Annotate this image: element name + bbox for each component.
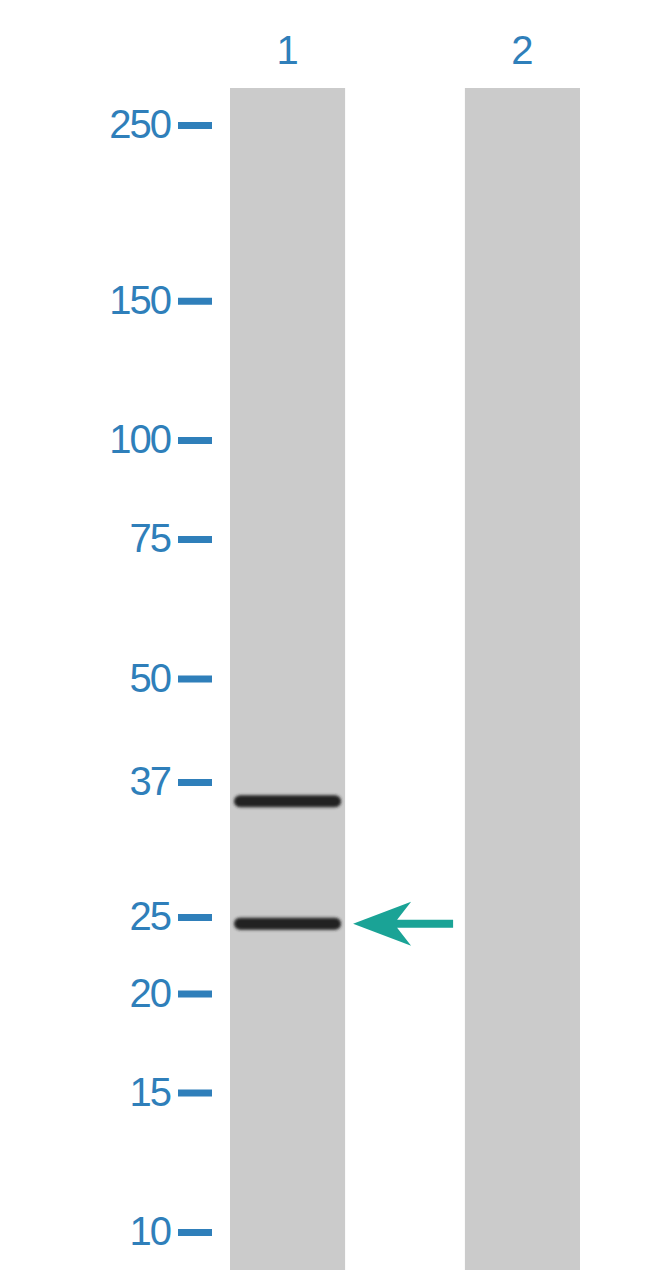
marker-label: 250 bbox=[109, 102, 170, 146]
marker-tick: 250 bbox=[109, 102, 212, 146]
band bbox=[234, 918, 341, 930]
lanes bbox=[230, 88, 580, 1270]
marker-label: 15 bbox=[130, 1070, 171, 1114]
marker-tick: 75 bbox=[130, 516, 213, 560]
lane-tick: 1 bbox=[276, 28, 298, 72]
lane-label: 1 bbox=[276, 28, 298, 72]
marker-tick: 25 bbox=[130, 894, 213, 938]
marker-axis-line bbox=[178, 126, 213, 1233]
band bbox=[234, 795, 341, 807]
marker-label: 25 bbox=[130, 894, 171, 938]
marker-tick: 10 bbox=[130, 1209, 213, 1253]
lane bbox=[465, 88, 580, 1270]
lane bbox=[230, 88, 345, 1270]
marker-tick-line bbox=[178, 298, 212, 305]
marker-label: 50 bbox=[130, 656, 171, 700]
marker-label: 20 bbox=[130, 971, 171, 1015]
lane-tick: 2 bbox=[511, 28, 533, 72]
marker-label: 150 bbox=[109, 278, 170, 322]
marker-tick: 50 bbox=[130, 656, 213, 700]
arrow bbox=[353, 902, 453, 946]
marker-tick: 150 bbox=[109, 278, 212, 322]
marker-label: 100 bbox=[109, 417, 170, 461]
marker-tick: 100 bbox=[109, 417, 212, 461]
marker-tick-line bbox=[178, 676, 212, 683]
marker-label: 75 bbox=[130, 516, 171, 560]
marker-tick-line bbox=[178, 536, 212, 543]
marker-tick: 20 bbox=[130, 971, 213, 1015]
marker-axis: 10 15 20 25 37 50 75 100 150 250 bbox=[109, 102, 212, 1253]
marker-tick-line bbox=[178, 122, 212, 129]
lane-axis: 12 bbox=[231, 28, 581, 72]
marker-tick: 15 bbox=[130, 1070, 213, 1114]
marker-tick-line bbox=[178, 1229, 212, 1236]
marker-tick-line bbox=[178, 1090, 212, 1097]
marker-label: 37 bbox=[130, 759, 171, 803]
marker-tick-line bbox=[178, 779, 212, 786]
marker-tick-line bbox=[178, 914, 212, 921]
marker-tick-line bbox=[178, 991, 212, 998]
lane-label: 2 bbox=[511, 28, 533, 72]
marker-label: 10 bbox=[130, 1209, 171, 1253]
blot-figure: 1210152025375075100150250 bbox=[0, 0, 650, 1270]
bands bbox=[234, 795, 341, 930]
marker-tick: 37 bbox=[130, 759, 213, 803]
marker-tick-line bbox=[178, 437, 212, 444]
